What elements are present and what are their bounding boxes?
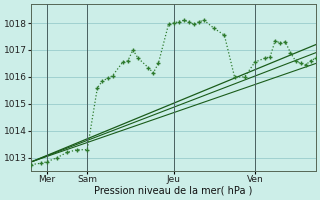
X-axis label: Pression niveau de la mer( hPa ): Pression niveau de la mer( hPa ) [94, 186, 253, 196]
